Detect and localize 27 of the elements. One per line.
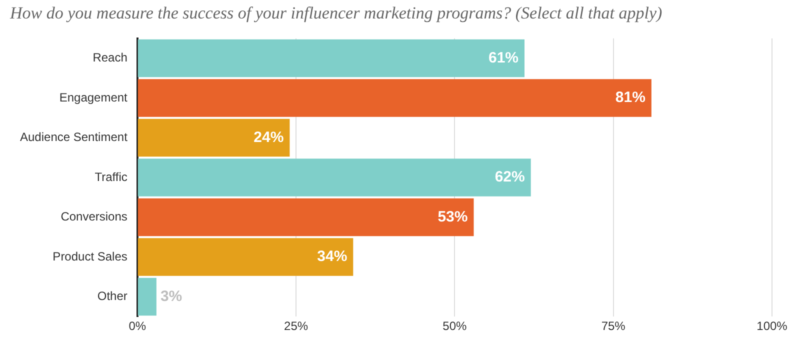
y-tick-label: Product Sales — [52, 249, 128, 264]
y-tick-label: Traffic — [94, 170, 128, 184]
y-tick-label: Other — [97, 289, 128, 304]
data-label: 34% — [317, 248, 348, 266]
data-label: 62% — [494, 168, 525, 186]
y-tick-label: Audience Sentiment — [20, 130, 128, 144]
x-tick-label: 0% — [128, 319, 146, 334]
bar — [138, 39, 525, 78]
bar — [138, 79, 652, 117]
x-tick-label: 25% — [284, 319, 308, 334]
bar — [138, 158, 531, 196]
bar — [138, 238, 354, 276]
x-tick-label: 50% — [442, 319, 468, 334]
y-tick-label: Reach — [92, 50, 128, 65]
chart-title: How do you measure the success of your influencer marketing programs? (Select all that apply) — [9, 4, 663, 23]
data-label: 81% — [615, 89, 646, 106]
bar — [138, 198, 474, 236]
bar — [138, 118, 290, 157]
data-label: 24% — [254, 128, 284, 146]
x-tick-label: 75% — [601, 319, 626, 334]
y-tick-label: Conversions — [60, 210, 128, 224]
bar — [138, 278, 156, 316]
data-label: 53% — [438, 208, 468, 226]
y-tick-label: Engagement — [59, 90, 128, 104]
x-tick-label: 100% — [756, 319, 788, 334]
data-label: 61% — [488, 49, 519, 66]
data-label: 3% — [160, 288, 182, 305]
